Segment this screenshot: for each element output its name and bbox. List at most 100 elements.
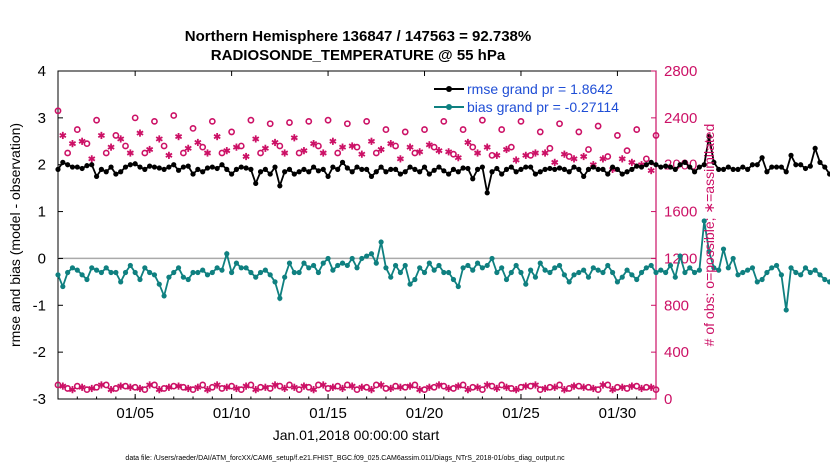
asterisk-stroke	[194, 139, 202, 146]
rmse-point	[759, 155, 765, 161]
asterisk-stroke	[502, 384, 511, 390]
asterisk-stroke	[261, 384, 269, 390]
bias-point	[417, 265, 423, 271]
bias-point	[672, 274, 678, 280]
rmse-point	[532, 171, 539, 177]
asterisk-stroke	[165, 384, 173, 390]
asterisk-stroke	[78, 138, 86, 144]
asterisk-stroke	[242, 383, 250, 389]
bias-point	[262, 267, 268, 273]
possible-marker	[83, 140, 91, 148]
possible-low-marker	[430, 383, 438, 391]
y-left-tick-label: 4	[38, 63, 46, 80]
rmse-point	[364, 166, 370, 172]
assimilated-low-marker	[155, 386, 163, 394]
rmse-point	[634, 163, 640, 169]
obs-count-series	[54, 107, 660, 394]
assimilated-low-marker	[68, 386, 77, 394]
bias-point	[465, 262, 471, 269]
possible-marker	[507, 143, 515, 151]
legend-bias-marker	[446, 104, 452, 110]
bias-point	[335, 262, 341, 269]
asterisk-stroke	[628, 159, 636, 165]
y-right-tick-label: 2400	[664, 110, 697, 127]
bias-point	[677, 253, 683, 259]
bias-point	[359, 255, 365, 262]
possible-low-marker	[614, 383, 621, 391]
asterisk-stroke	[146, 146, 154, 153]
rmse-point	[195, 166, 201, 172]
y-left-tick-label: 2	[38, 157, 46, 174]
possible-marker	[141, 149, 149, 157]
rmse-point	[65, 162, 71, 168]
assimilated-low-marker	[271, 381, 279, 389]
assimilated-marker	[194, 138, 202, 147]
possible-marker	[218, 149, 226, 157]
possible-marker	[228, 128, 236, 136]
bias-point	[156, 281, 162, 287]
asterisk-stroke	[425, 384, 433, 390]
bias-point	[600, 269, 606, 276]
rmse-point	[103, 169, 109, 175]
bias-point	[383, 265, 389, 271]
asterisk-stroke	[300, 148, 308, 154]
rmse-point	[537, 169, 543, 175]
assimilated-low-marker	[396, 383, 404, 391]
possible-low-marker	[604, 381, 612, 389]
asterisk-stroke	[377, 146, 385, 153]
bias-point	[132, 269, 138, 276]
bias-point	[585, 274, 592, 280]
rmse-point	[682, 159, 688, 165]
asterisk-stroke	[580, 153, 588, 160]
bias-point	[147, 269, 153, 276]
bias-point	[277, 295, 283, 301]
possible-low-marker	[498, 381, 506, 389]
possible-marker	[556, 120, 563, 128]
rmse-point	[306, 169, 312, 175]
bias-point	[658, 267, 664, 273]
assimilated-marker	[580, 152, 588, 161]
possible-marker	[334, 149, 342, 157]
bias-point	[614, 279, 621, 285]
assimilated-low-marker	[348, 382, 356, 390]
asterisk-stroke	[522, 152, 530, 158]
assimilated-low-marker	[329, 383, 337, 391]
asterisk-stroke	[88, 385, 96, 392]
asterisk-stroke	[68, 141, 77, 147]
rmse-point	[566, 169, 572, 175]
bias-point	[392, 262, 399, 269]
bias-point	[460, 265, 466, 271]
assimilated-marker	[271, 138, 279, 147]
assimilated-marker	[155, 135, 163, 143]
asterisk-stroke	[599, 382, 607, 388]
asterisk-stroke	[117, 383, 125, 389]
rmse-point	[508, 164, 514, 170]
assimilated-low-marker	[319, 381, 327, 389]
rmse-point	[764, 169, 770, 175]
asterisk-stroke	[252, 387, 260, 393]
asterisk-stroke	[512, 157, 520, 163]
rmse-point	[807, 163, 813, 169]
rmse-point	[696, 164, 703, 170]
bias-point	[151, 272, 158, 278]
assimilated-low-marker	[637, 384, 646, 393]
possible-marker	[247, 116, 255, 124]
assimilated-low-marker	[647, 383, 655, 391]
rmse-point	[219, 162, 225, 168]
rmse-point	[296, 169, 302, 175]
x-tick-label: 01/10	[213, 405, 251, 422]
possible-low-marker	[382, 385, 390, 392]
possible-marker	[372, 149, 380, 157]
assimilated-low-marker	[560, 386, 568, 394]
rmse-point	[687, 164, 693, 170]
rmse-point	[368, 173, 375, 180]
bias-point	[605, 262, 611, 269]
bias-line	[57, 220, 830, 311]
bias-point	[233, 260, 240, 266]
bias-point	[711, 265, 717, 271]
assimilated-low-marker	[541, 384, 549, 393]
asterisk-stroke	[464, 139, 472, 146]
x-tick-label: 01/30	[599, 405, 637, 422]
bias-point	[103, 265, 109, 271]
rmse-point	[600, 166, 606, 172]
